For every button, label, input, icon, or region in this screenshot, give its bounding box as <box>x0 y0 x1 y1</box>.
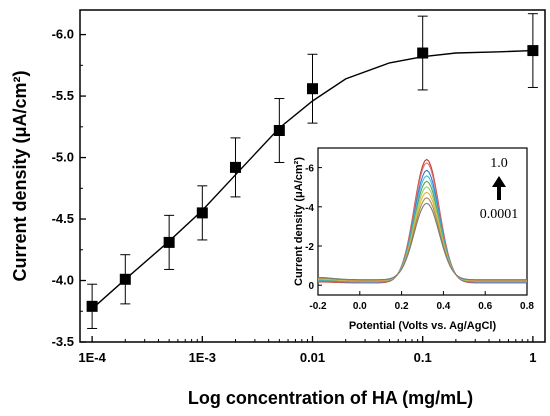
data-point <box>273 125 285 137</box>
y-tick-label: -5.0 <box>52 150 74 165</box>
inset-x-axis-title: Potential (Volts vs. Ag/AgCl) <box>349 320 497 332</box>
inset-annotation-bottom: 0.0001 <box>480 207 519 222</box>
data-point <box>417 47 429 59</box>
inset-frame <box>317 147 528 296</box>
inset-y-axis-title: Current density (μA/cm²) <box>293 157 305 286</box>
y-tick-label: -4.5 <box>52 211 74 226</box>
y-tick-label: -6.0 <box>52 27 74 42</box>
main-plot: -6.0-5.5-5.0-4.5-4.0-3.51E-4 1E-3 0.01 0.1 1… <box>10 9 546 408</box>
inset-x-tick-label: 0.2 <box>395 301 409 312</box>
data-point <box>163 236 175 248</box>
x-tick-label: 0.1 <box>414 350 432 365</box>
y-tick-label: -3.5 <box>52 334 74 349</box>
inset-x-tick-label: -0.2 <box>309 301 327 312</box>
data-point <box>307 83 318 95</box>
inset-y-tick-label: 0 <box>308 281 314 292</box>
data-point <box>229 161 241 173</box>
x-tick-label: 1E-4 <box>78 350 106 365</box>
data-point <box>527 45 539 57</box>
y-tick-label: -4.0 <box>52 273 74 288</box>
inset-x-tick-label: 0.4 <box>436 301 450 312</box>
data-point <box>86 300 98 312</box>
inset-plot: -6 -4 -2 0 -0.2 0.0 0.2 0.4 0.6 0.8 Potential (Vol… <box>293 146 534 334</box>
inset-y-tick-label: -4 <box>305 203 314 214</box>
inset-annotation-top: 1.0 <box>490 156 508 171</box>
up-arrow-icon <box>492 176 506 187</box>
inset-x-tick-label: 0.8 <box>520 301 534 312</box>
x-axis-title: Log concentration of HA (mg/mL) <box>188 388 473 408</box>
inset-y-tick-label: -2 <box>305 242 314 253</box>
data-point <box>119 273 131 285</box>
inset-curve <box>318 202 527 281</box>
inset-x-tick-label: 0.0 <box>353 301 367 312</box>
inset-x-tick-label: 0.6 <box>478 301 492 312</box>
x-tick-label: 1 <box>529 350 536 365</box>
x-tick-label: 1E-3 <box>189 350 216 365</box>
y-axis-title: Current density (μA/cm²) <box>10 70 30 281</box>
x-tick-label: 0.01 <box>300 350 325 365</box>
y-tick-label: -5.5 <box>52 88 74 103</box>
inset-y-tick-label: -6 <box>305 164 314 175</box>
data-point <box>196 207 208 219</box>
inset-background <box>294 146 534 334</box>
